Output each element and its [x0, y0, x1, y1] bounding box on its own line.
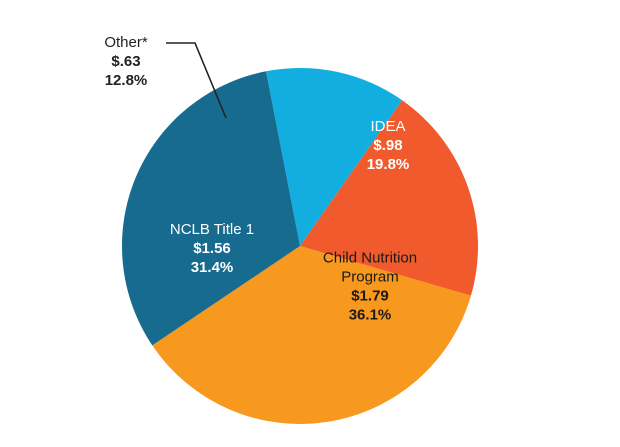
- slice-name-nclb-title-1: NCLB Title 1: [170, 221, 254, 238]
- slice-labels: Other* $.63 12.8% IDEA $.98 19.8% Child Nutrit…: [104, 34, 417, 324]
- slice-percent-idea: 19.8%: [367, 156, 410, 173]
- slice-name-other: Other*: [104, 34, 148, 51]
- slice-name-child-nutrition-program: Child Nutrition: [323, 250, 417, 267]
- pie-slice-idea: [300, 100, 479, 296]
- leader-line-other: [166, 42, 227, 119]
- slice-label-idea: IDEA $.98 19.8%: [367, 118, 410, 173]
- slice-value-nclb-title-1: $1.56: [193, 240, 231, 257]
- leader-lines: [166, 42, 227, 119]
- slice-label-other: Other* $.63 12.8%: [104, 34, 148, 89]
- slice-value-other: $.63: [111, 53, 140, 70]
- slice-name-idea: IDEA: [370, 118, 405, 135]
- pie-slice-nclb-title-1: [121, 71, 301, 346]
- pie-slice-child-nutrition-program: [152, 246, 471, 425]
- slice-percent-other: 12.8%: [105, 72, 148, 89]
- slice-label-nclb-title-1: NCLB Title 1 $1.56 31.4%: [170, 221, 254, 276]
- slice-value-child-nutrition-program: $1.79: [351, 288, 389, 305]
- slice-name-child-nutrition-program: Program: [341, 269, 399, 286]
- slice-percent-child-nutrition-program: 36.1%: [349, 307, 392, 324]
- slice-percent-nclb-title-1: 31.4%: [191, 259, 234, 276]
- slice-value-idea: $.98: [373, 137, 402, 154]
- pie-slice-other: [266, 68, 403, 246]
- pie-slices: [121, 68, 479, 425]
- slice-label-child-nutrition-program: Child Nutrition Program $1.79 36.1%: [323, 250, 417, 324]
